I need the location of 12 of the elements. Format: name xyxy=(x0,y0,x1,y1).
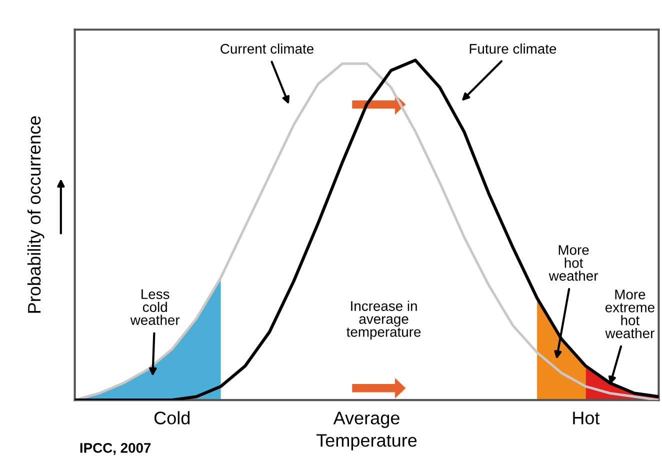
annotation: More extreme hot weather xyxy=(605,290,654,338)
x-tick-label: Hot xyxy=(573,412,600,424)
x-tick-label: Cold xyxy=(154,411,190,424)
annotation: Less cold weather xyxy=(130,289,180,325)
x-axis-title: Temperature xyxy=(316,434,417,450)
x-tick-label: Average xyxy=(333,412,400,428)
annotation: Increase in average temperature xyxy=(346,300,421,340)
annotation: More hot weather xyxy=(548,245,598,281)
y-axis-title: Probability of occurrence xyxy=(27,116,44,313)
text: Current climate xyxy=(220,44,314,54)
text: IPCC, 2007 xyxy=(80,443,151,455)
text: Future climate xyxy=(470,44,556,54)
